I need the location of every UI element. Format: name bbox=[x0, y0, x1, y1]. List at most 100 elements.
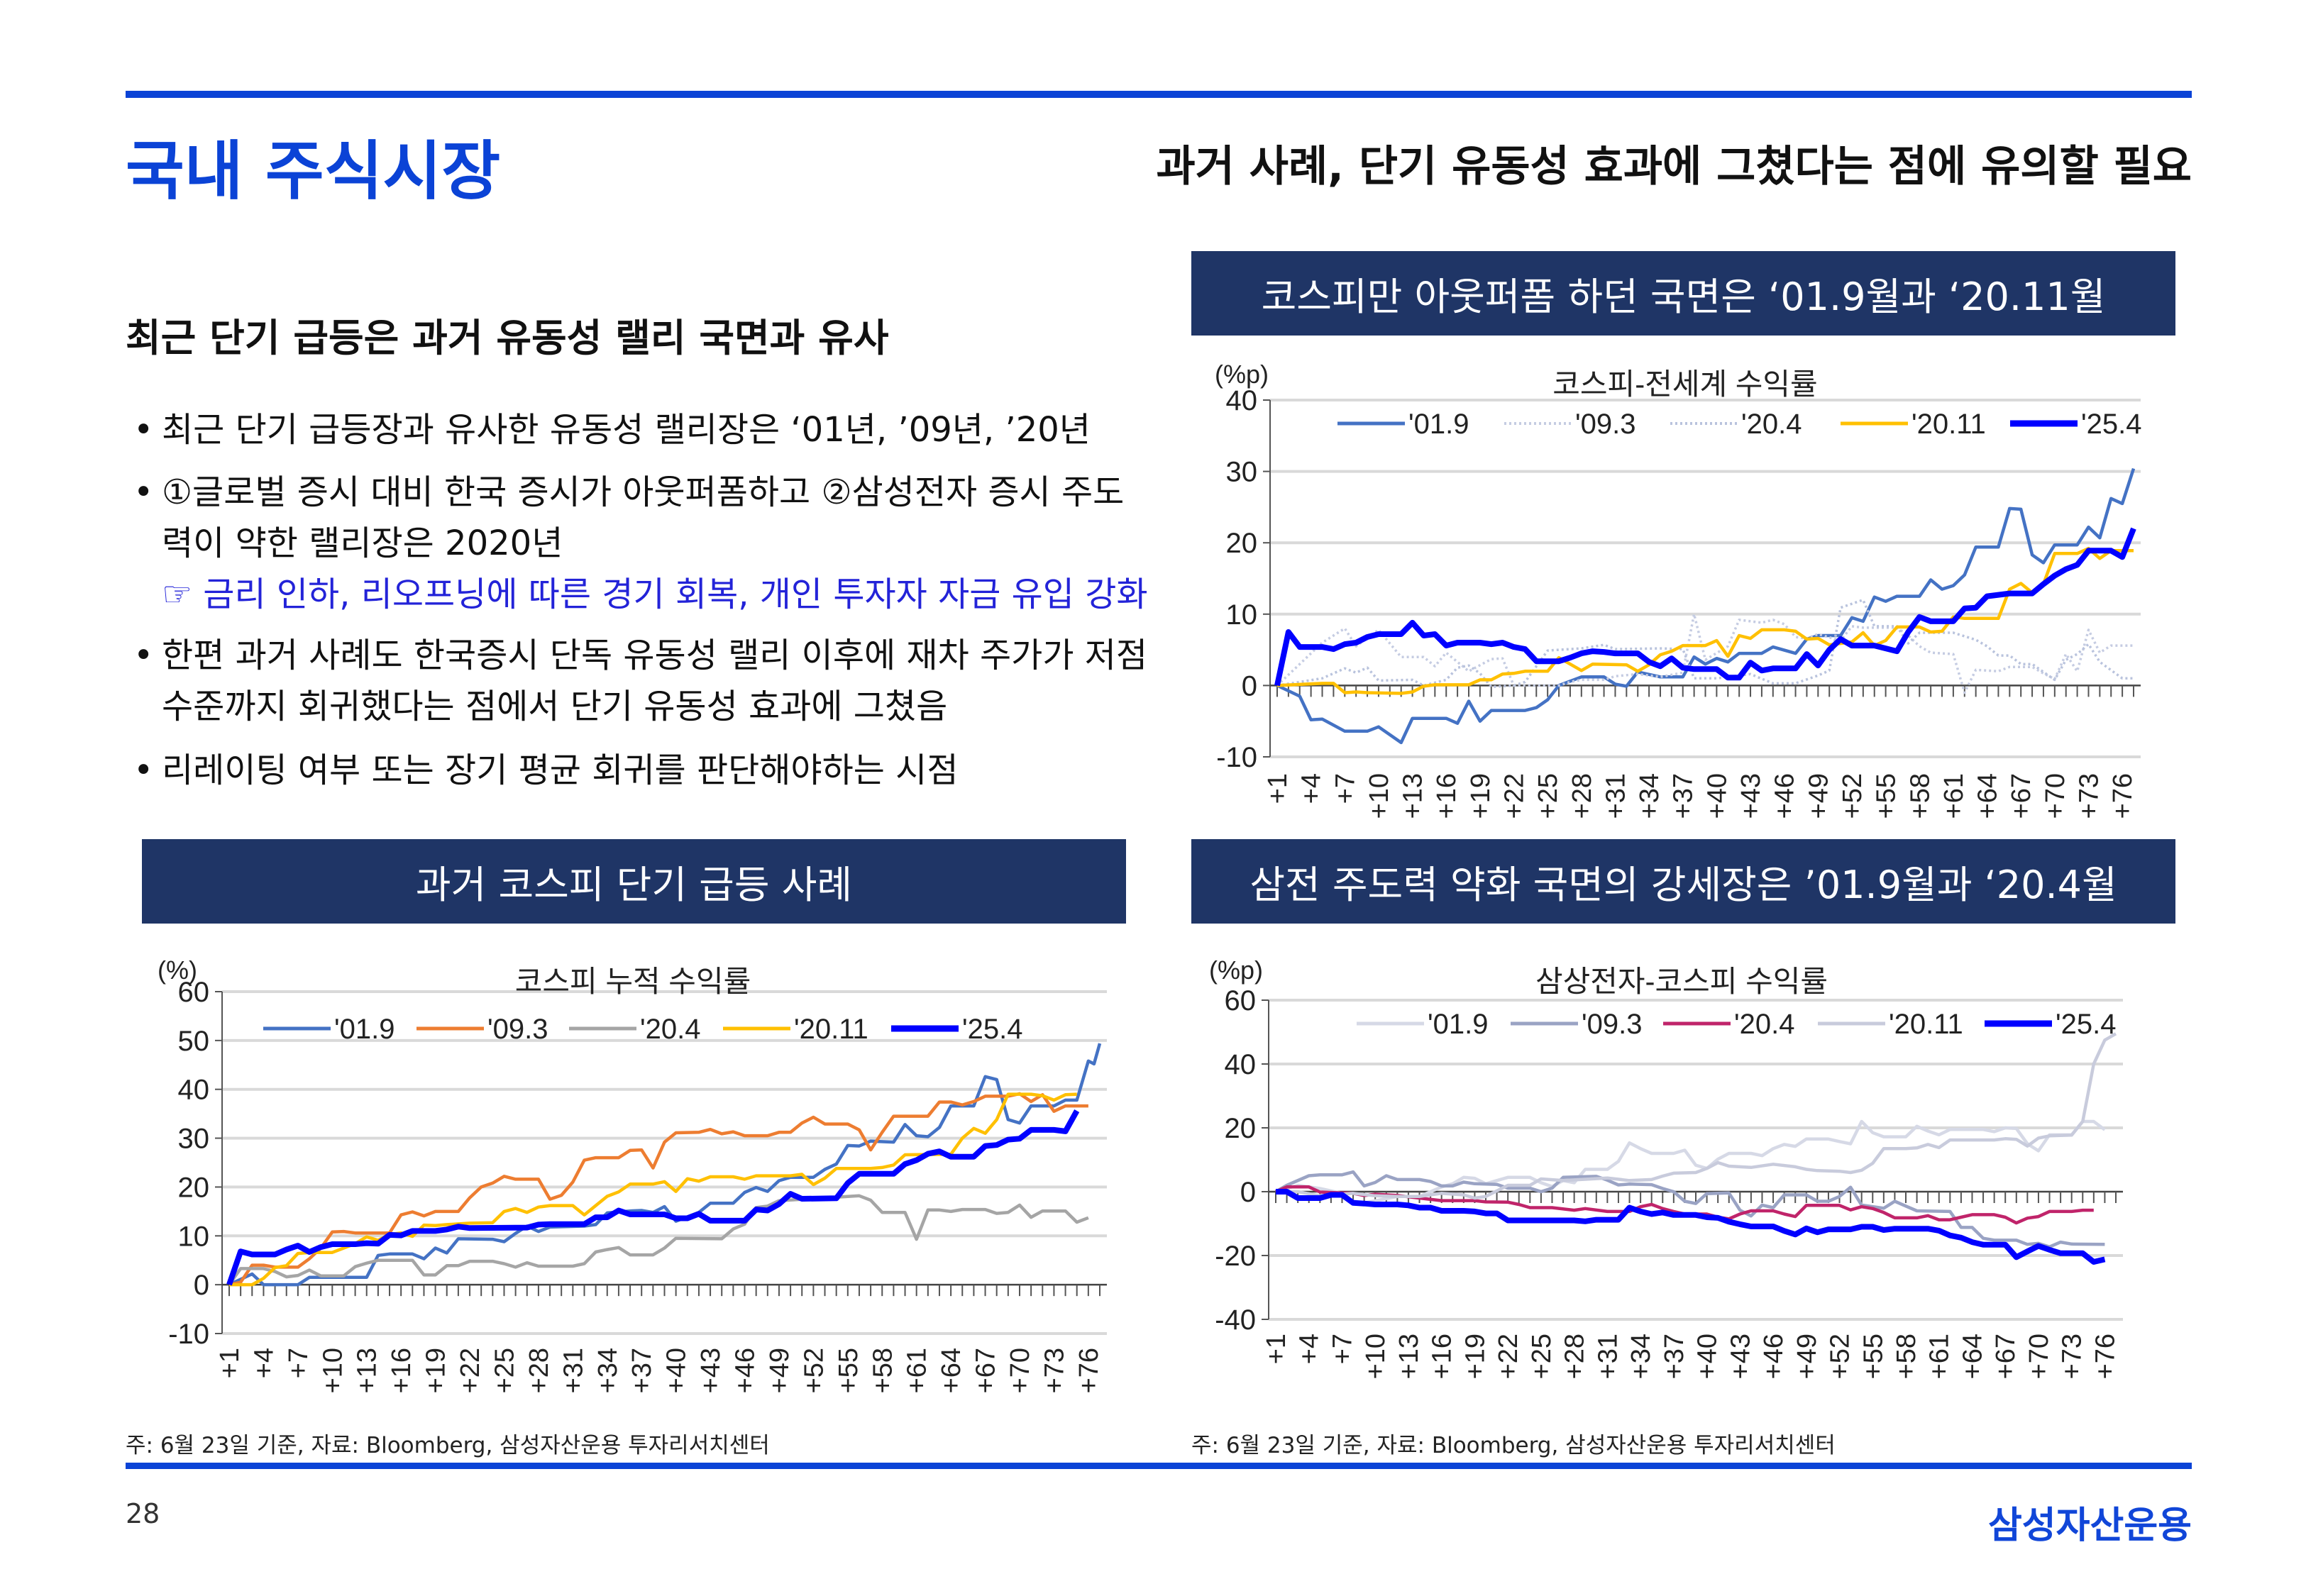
x-tick-label: +46 bbox=[1759, 1334, 1789, 1379]
legend-label: '25.4 bbox=[2056, 1009, 2117, 1040]
series-line-4 bbox=[226, 1109, 1080, 1286]
x-tick-label: +49 bbox=[765, 1348, 795, 1393]
x-tick-label: +76 bbox=[2108, 773, 2138, 819]
series-line-3 bbox=[1276, 546, 2134, 695]
x-tick-label: +1 bbox=[215, 1348, 245, 1378]
legend-label: '25.4 bbox=[962, 1014, 1023, 1045]
x-tick-label: +73 bbox=[2058, 1334, 2087, 1379]
x-tick-label: +16 bbox=[387, 1348, 416, 1393]
x-tick-label: +10 bbox=[1364, 773, 1394, 819]
x-tick-label: +58 bbox=[1892, 1334, 1921, 1379]
brand-logo: 삼성자산운용 bbox=[1987, 1504, 2192, 1547]
x-tick-label: +55 bbox=[1872, 773, 1902, 819]
bullet-2: • ①글로벌 증시 대비 한국 증시가 아웃퍼폼하고 ②삼성전자 증시 주도 bbox=[133, 464, 1124, 514]
y-tick-label: 20 bbox=[178, 1172, 210, 1203]
page-title: 국내 주식시장 bbox=[126, 134, 501, 209]
x-tick-label: +13 bbox=[1394, 1334, 1424, 1379]
legend-label: '09.3 bbox=[487, 1014, 548, 1045]
x-tick-label: +4 bbox=[1295, 1334, 1325, 1364]
y-axis-unit: (%) bbox=[158, 955, 197, 985]
headline: 과거 사례, 단기 유동성 효과에 그쳤다는 점에 유의할 필요 bbox=[1156, 142, 2192, 192]
x-tick-label: +25 bbox=[1533, 773, 1563, 819]
y-tick-label: 0 bbox=[194, 1270, 209, 1301]
panel-header-bottom-left: 과거 코스피 단기 급등 사례 bbox=[142, 839, 1126, 924]
x-tick-label: +22 bbox=[1494, 1334, 1523, 1379]
x-tick-label: +70 bbox=[2041, 773, 2070, 819]
x-tick-label: +37 bbox=[1660, 1334, 1689, 1379]
x-tick-label: +19 bbox=[421, 1348, 451, 1393]
x-tick-label: +22 bbox=[456, 1348, 485, 1393]
legend-label: '20.11 bbox=[1889, 1009, 1963, 1040]
x-tick-label: +55 bbox=[834, 1348, 864, 1393]
x-tick-label: +46 bbox=[731, 1348, 761, 1393]
x-tick-label: +61 bbox=[1925, 1334, 1955, 1379]
x-tick-label: +67 bbox=[1991, 1334, 2021, 1379]
x-tick-label: +55 bbox=[1858, 1334, 1888, 1379]
bullet-text: 한편 과거 사례도 한국증시 단독 유동성 랠리 이후에 재차 주가가 저점 bbox=[162, 636, 1148, 675]
y-tick-label: 60 bbox=[1225, 985, 1257, 1016]
y-tick-label: 20 bbox=[1225, 1113, 1257, 1144]
y-tick-label: 30 bbox=[178, 1124, 210, 1155]
x-tick-label: +52 bbox=[1838, 773, 1868, 819]
x-tick-label: +40 bbox=[662, 1348, 692, 1393]
bullet-3-cont: 수준까지 회귀했다는 점에서 단기 유동성 효과에 그쳤음 bbox=[162, 687, 948, 726]
x-tick-label: +58 bbox=[868, 1348, 898, 1393]
x-tick-label: +73 bbox=[2074, 773, 2104, 819]
bullet-2-note: ☞ 금리 인하, 리오프닝에 따른 경기 회복, 개인 투자자 자금 유입 강화 bbox=[162, 575, 1148, 614]
bullet-dot: • bbox=[133, 750, 154, 790]
legend-label: '20.11 bbox=[1911, 409, 1986, 440]
legend-label: '09.3 bbox=[1582, 1009, 1643, 1040]
legend-label: '20.4 bbox=[1741, 409, 1802, 440]
y-axis-unit: (%p) bbox=[1209, 955, 1263, 985]
x-tick-label: +16 bbox=[1428, 1334, 1457, 1379]
y-tick-label: -10 bbox=[168, 1319, 209, 1350]
x-tick-label: +67 bbox=[971, 1348, 1001, 1393]
x-tick-label: +76 bbox=[2090, 1334, 2120, 1379]
series-line-4 bbox=[1276, 1189, 2106, 1265]
section-heading: 최근 단기 급등은 과거 유동성 랠리 국면과 유사 bbox=[126, 316, 889, 360]
x-tick-label: +52 bbox=[1826, 1334, 1855, 1379]
x-tick-label: +70 bbox=[1005, 1348, 1035, 1393]
x-tick-label: +13 bbox=[1399, 773, 1428, 819]
bullet-text: 최근 단기 급등장과 유사한 유동성 랠리장은 ‘01년, ’09년, ’20년 bbox=[162, 410, 1091, 450]
x-tick-label: +58 bbox=[1905, 773, 1935, 819]
legend-label: '01.9 bbox=[334, 1014, 395, 1045]
bullet-1: • 최근 단기 급등장과 유사한 유동성 랠리장은 ‘01년, ’09년, ’20… bbox=[133, 401, 1091, 451]
x-tick-label: +61 bbox=[903, 1348, 932, 1393]
x-tick-label: +73 bbox=[1039, 1348, 1069, 1393]
y-tick-label: 40 bbox=[178, 1075, 210, 1106]
series-line-4 bbox=[1274, 527, 2136, 687]
y-tick-label: 10 bbox=[178, 1221, 210, 1252]
x-tick-label: +7 bbox=[284, 1348, 314, 1378]
x-tick-label: +28 bbox=[1567, 773, 1597, 819]
x-tick-label: +31 bbox=[558, 1348, 588, 1393]
series-line-0 bbox=[228, 1043, 1102, 1287]
x-tick-label: +4 bbox=[1297, 773, 1327, 804]
series-line-1 bbox=[228, 1092, 1088, 1287]
x-tick-label: +31 bbox=[1601, 773, 1631, 819]
x-tick-label: +37 bbox=[1669, 773, 1699, 819]
y-tick-label: -20 bbox=[1215, 1241, 1256, 1272]
series-line-2 bbox=[228, 1194, 1089, 1286]
x-tick-label: +43 bbox=[1736, 773, 1766, 819]
chart-title: 코스피 누적 수익률 bbox=[515, 965, 751, 998]
x-tick-label: +67 bbox=[2007, 773, 2036, 819]
x-tick-label: +16 bbox=[1432, 773, 1462, 819]
x-tick-label: +52 bbox=[799, 1348, 829, 1393]
top-rule bbox=[126, 91, 2192, 98]
legend-label: '20.4 bbox=[640, 1014, 701, 1045]
y-tick-label: 0 bbox=[1240, 1177, 1256, 1208]
bullet-dot: • bbox=[133, 636, 154, 675]
x-tick-label: +19 bbox=[1460, 1334, 1490, 1379]
series-line-2 bbox=[1276, 598, 2134, 689]
x-tick-label: +43 bbox=[696, 1348, 726, 1393]
y-tick-label: 40 bbox=[1225, 1049, 1257, 1080]
x-tick-label: +31 bbox=[1593, 1334, 1623, 1379]
y-tick-label: 30 bbox=[1226, 457, 1258, 488]
y-tick-label: 20 bbox=[1226, 528, 1258, 559]
x-tick-label: +22 bbox=[1500, 773, 1530, 819]
chart-title: 코스피-전세계 수익률 bbox=[1552, 367, 1817, 401]
legend-label: '01.9 bbox=[1408, 409, 1469, 440]
